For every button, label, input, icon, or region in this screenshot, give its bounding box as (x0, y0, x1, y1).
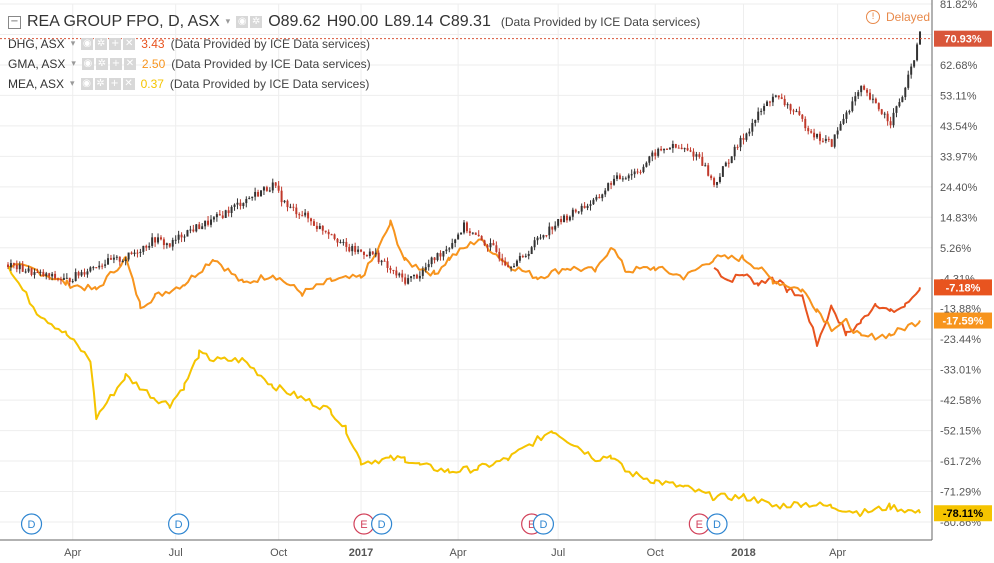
compare-symbol[interactable]: DHG, ASX (8, 37, 65, 51)
compare-series-buttons: ◉ ✲ + ✕ (81, 58, 136, 70)
earnings-event-marker[interactable]: E (688, 513, 710, 535)
x-tick-label: Jul (169, 547, 183, 559)
plus-icon[interactable]: + (108, 78, 121, 90)
eye-icon[interactable]: ◉ (81, 38, 94, 50)
main-provider: (Data Provided by ICE Data services) (500, 15, 701, 29)
plus-icon[interactable]: + (109, 58, 122, 70)
main-symbol[interactable]: REA GROUP FPO, D, ASX (27, 13, 220, 30)
chevron-down-icon[interactable]: ▾ (71, 59, 76, 69)
y-tick-label: 43.54% (940, 121, 978, 133)
x-tick-label: Apr (64, 547, 81, 559)
y-tick-label: -33.01% (940, 365, 981, 377)
compare-series-buttons: ◉ ✲ + ✕ (81, 38, 136, 50)
legend-compare-row: DHG, ASX ▾ ◉ ✲ + ✕ 3.43 (Data Provided by ICE D… (8, 34, 700, 54)
eye-icon[interactable]: ◉ (236, 16, 249, 28)
x-tick-label: Oct (647, 547, 664, 559)
x-tick-label: Jul (551, 547, 565, 559)
delayed-status[interactable]: ! Delayed (866, 10, 930, 24)
rea-candles[interactable] (7, 30, 921, 286)
close-icon[interactable]: ✕ (122, 78, 135, 90)
dividend-event-marker[interactable]: D (168, 513, 190, 535)
low-value: L89.14 (384, 13, 434, 30)
close-icon[interactable]: ✕ (123, 38, 136, 50)
y-tick-label: -71.29% (940, 487, 981, 499)
chart-legend: − REA GROUP FPO, D, ASX ▾ ◉ ✲ O89.62 H90… (8, 10, 700, 94)
high-value: H90.00 (326, 13, 379, 30)
svg-text:D: D (378, 519, 386, 531)
chevron-down-icon[interactable]: ▾ (225, 17, 231, 27)
svg-text:E: E (528, 519, 535, 531)
svg-text:E: E (360, 519, 367, 531)
y-tick-label: 62.68% (940, 60, 978, 72)
svg-text:D: D (713, 519, 721, 531)
x-tick-label: 2018 (731, 547, 755, 559)
x-tick-label: Apr (829, 547, 846, 559)
chevron-down-icon[interactable]: ▾ (70, 79, 75, 89)
svg-text:70.93%: 70.93% (944, 34, 982, 46)
dividend-event-marker[interactable]: D (20, 513, 43, 535)
eye-icon[interactable]: ◉ (80, 78, 93, 90)
svg-text:E: E (696, 519, 703, 531)
gear-icon[interactable]: ✲ (250, 16, 263, 28)
eye-icon[interactable]: ◉ (81, 58, 94, 70)
svg-text:D: D (28, 519, 36, 531)
y-tick-label: 14.83% (940, 212, 978, 224)
compare-symbol[interactable]: MEA, ASX (8, 77, 65, 91)
compare-series-buttons: ◉ ✲ + ✕ (80, 78, 135, 90)
x-tick-label: Oct (270, 547, 287, 559)
x-tick-label: Apr (450, 547, 467, 559)
collapse-icon[interactable]: − (8, 15, 21, 29)
series-line-gma[interactable] (7, 219, 921, 341)
compare-symbol[interactable]: GMA, ASX (8, 57, 66, 71)
compare-provider: (Data Provided by ICE Data services) (170, 37, 370, 51)
x-tick-label: 2017 (349, 547, 373, 559)
gear-icon[interactable]: ✲ (95, 58, 108, 70)
series-line-dhg[interactable] (713, 266, 921, 347)
y-tick-label: -61.72% (940, 456, 981, 468)
dividend-event-marker[interactable]: D (371, 513, 393, 535)
compare-value: 3.43 (141, 37, 165, 51)
close-value: C89.31 (439, 13, 491, 30)
grid-lines (0, 3, 932, 540)
legend-compare-row: MEA, ASX ▾ ◉ ✲ + ✕ 0.37 (Data Provided by ICE D… (8, 74, 700, 94)
compare-provider: (Data Provided by ICE Data services) (169, 77, 370, 91)
dividend-event-marker[interactable]: D (706, 513, 728, 535)
compare-provider: (Data Provided by ICE Data services) (171, 57, 371, 71)
y-tick-label: -23.44% (940, 334, 981, 346)
main-series-buttons: ◉ ✲ (236, 16, 263, 28)
open-value: O89.62 (268, 13, 321, 30)
dividend-event-marker[interactable]: D (532, 513, 555, 535)
compare-value: 2.50 (141, 57, 166, 71)
legend-main-row: − REA GROUP FPO, D, ASX ▾ ◉ ✲ O89.62 H90… (8, 10, 700, 34)
earnings-event-marker[interactable]: E (353, 513, 375, 535)
delayed-label: Delayed (886, 10, 931, 24)
compare-value: 0.37 (140, 77, 164, 91)
last-value-label: -7.18% (934, 279, 992, 296)
y-tick-label: -42.58% (940, 395, 981, 407)
y-tick-label: 24.40% (940, 182, 978, 194)
plus-icon[interactable]: + (109, 38, 122, 50)
legend-compare-row: GMA, ASX ▾ ◉ ✲ + ✕ 2.50 (Data Provided by ICE D… (8, 54, 700, 74)
y-tick-label: 53.11% (940, 90, 977, 102)
svg-text:-17.59%: -17.59% (943, 316, 984, 328)
gear-icon[interactable]: ✲ (94, 78, 107, 90)
last-value-label: -78.11% (934, 505, 992, 522)
y-tick-label: 81.82% (940, 0, 978, 11)
chevron-down-icon[interactable]: ▾ (70, 39, 76, 49)
svg-text:D: D (175, 519, 183, 531)
svg-text:-7.18%: -7.18% (946, 282, 981, 294)
y-tick-label: 33.97% (940, 151, 978, 163)
close-icon[interactable]: ✕ (123, 58, 136, 70)
series-line-mea[interactable] (7, 265, 921, 518)
alert-icon: ! (866, 10, 880, 24)
last-value-label: 70.93% (934, 30, 992, 47)
last-value-label: -17.59% (934, 312, 992, 329)
svg-text:-78.11%: -78.11% (943, 508, 984, 520)
y-tick-label: 5.26% (940, 243, 971, 255)
y-tick-label: -52.15% (940, 426, 981, 438)
svg-text:D: D (539, 519, 547, 531)
gear-icon[interactable]: ✲ (95, 38, 108, 50)
